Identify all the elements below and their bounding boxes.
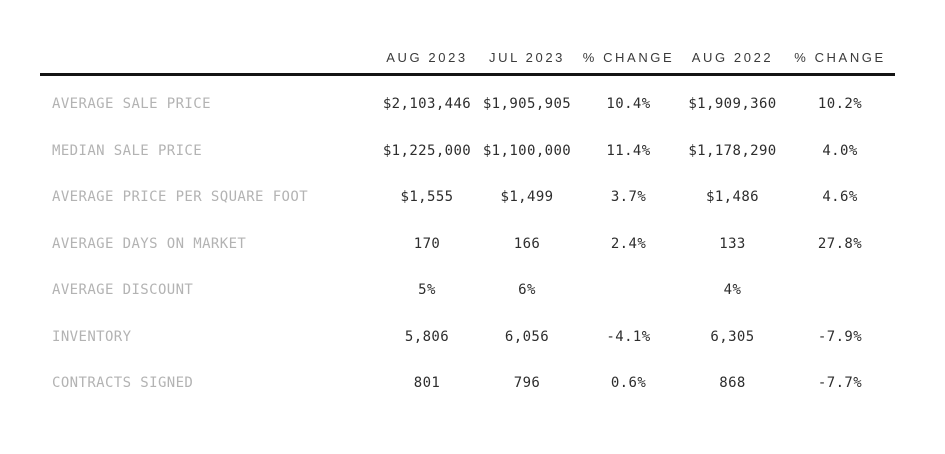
row-label: AVERAGE DISCOUNT [52,282,194,299]
cell-value: 133 [719,235,746,252]
column-header-pct-change-mom: % CHANGE [582,50,675,65]
row-label: MEDIAN SALE PRICE [52,142,203,159]
cell-value: 4.0% [822,142,858,159]
cell-value: $1,225,000 [382,142,472,159]
column-header-jul-2023: JUL 2023 [489,50,565,65]
cell-value: -7.7% [817,375,863,392]
cell-value: $1,905,905 [482,96,572,113]
table-row: AVERAGE DAYS ON MARKET 170 166 2.4% 133 … [40,221,895,268]
table-row: AVERAGE PRICE PER SQUARE FOOT $1,555 $1,… [40,174,895,221]
table-row: AVERAGE SALE PRICE $2,103,446 $1,905,905… [40,81,895,128]
cell-value: $1,499 [500,189,554,206]
cell-value: 166 [513,235,541,252]
cell-value: 10.2% [817,96,863,113]
column-header-aug-2022: AUG 2022 [691,50,774,65]
cell-value: 6% [518,282,536,299]
cell-value: 6,056 [504,328,550,345]
row-label: AVERAGE DAYS ON MARKET [52,235,247,252]
cell-value: 11.4% [606,142,651,159]
table-row: CONTRACTS SIGNED 801 796 0.6% 868 -7.7% [40,360,895,407]
market-stats-table: AUG 2023 JUL 2023 % CHANGE AUG 2022 % CH… [40,42,895,407]
cell-value: 4.6% [822,189,858,206]
column-header-aug-2023: AUG 2023 [386,50,468,65]
cell-value: 27.8% [817,235,863,252]
cell-value: 4% [723,282,742,299]
cell-value: $1,909,360 [688,96,777,113]
cell-value: 0.6% [610,375,647,392]
cell-value: -4.1% [606,328,651,345]
table-header-row: AUG 2023 JUL 2023 % CHANGE AUG 2022 % CH… [40,42,895,73]
cell-value: $2,103,446 [382,96,472,113]
table-body: AVERAGE SALE PRICE $2,103,446 $1,905,905… [40,76,895,407]
cell-value: 801 [413,375,441,392]
cell-value: $1,100,000 [482,142,572,159]
cell-value: $1,486 [706,189,759,206]
table-row: AVERAGE DISCOUNT 5% 6% 4% [40,267,895,314]
row-label: INVENTORY [52,328,132,345]
cell-value: 5% [418,282,436,299]
cell-value: $1,178,290 [688,142,777,159]
row-label: CONTRACTS SIGNED [52,375,194,392]
header-divider-rule [40,73,895,76]
cell-value: 3.7% [610,189,647,206]
cell-value: 170 [413,235,441,252]
table-row: MEDIAN SALE PRICE $1,225,000 $1,100,000 … [40,128,895,175]
cell-value: 796 [513,375,541,392]
column-header-pct-change-yoy: % CHANGE [794,50,886,65]
cell-value: 2.4% [610,235,647,252]
table-row: INVENTORY 5,806 6,056 -4.1% 6,305 -7.9% [40,314,895,361]
cell-value: 868 [719,375,746,392]
cell-value: -7.9% [817,328,863,345]
cell-value: 10.4% [606,96,651,113]
cell-value: $1,555 [400,189,454,206]
cell-value: 5,806 [404,328,450,345]
row-label: AVERAGE PRICE PER SQUARE FOOT [52,189,309,206]
cell-value: 6,305 [710,328,755,345]
row-label: AVERAGE SALE PRICE [52,96,211,113]
